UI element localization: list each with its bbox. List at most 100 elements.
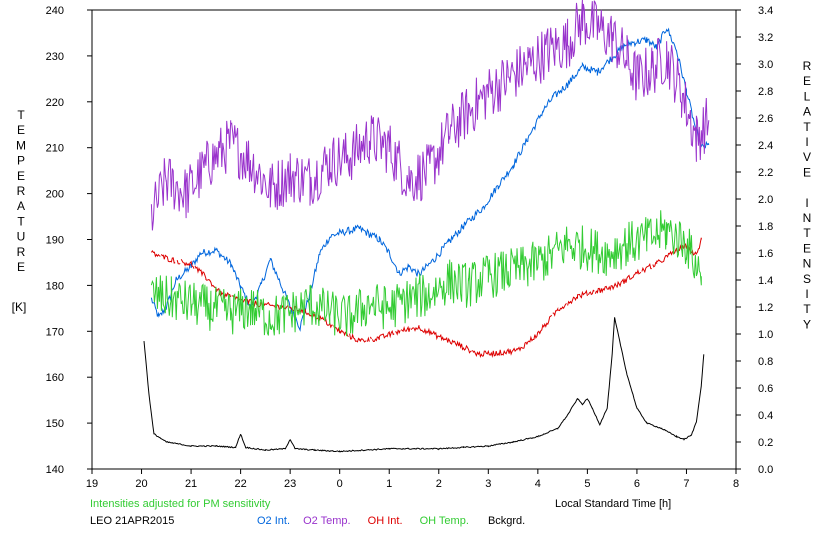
legend-oh-temp: OH Temp.	[419, 515, 469, 527]
legend-o2-int: O2 Int.	[257, 515, 291, 527]
legend-background: Bckgrd.	[487, 515, 526, 527]
axis-labels: 19 20 21 22 23 0 1 2 3 4 5 6 7 8140150160170180190200…	[12, 5, 812, 490]
station-name: LEO	[90, 515, 113, 527]
sensitivity-note: Intensities adjusted for PM sensitivity	[90, 498, 271, 510]
series-oh-int	[180, 259, 195, 269]
series-oh-int	[170, 257, 176, 264]
right-axis-letter: Y	[803, 317, 811, 331]
right-axis-letter: I	[805, 135, 808, 149]
series-o2-int	[150, 27, 710, 332]
series-oh-int	[587, 289, 595, 296]
series-oh-int	[160, 254, 172, 263]
right-tick-label: 0.2	[758, 437, 773, 449]
left-tick-label: 140	[46, 464, 64, 476]
x-tick-label: 20	[135, 478, 147, 490]
right-tick-label: 2.6	[758, 113, 773, 125]
station-date: LEO 21APR2015	[90, 515, 174, 527]
left-axis-letter: E	[17, 123, 25, 137]
x-tick-label: 3	[485, 478, 491, 490]
series-oh-int	[303, 308, 325, 321]
series-o2-temp	[150, 0, 710, 231]
series-oh-int	[150, 249, 161, 258]
left-tick-label: 160	[46, 372, 64, 384]
right-tick-label: 0.6	[758, 383, 773, 395]
legend-o2-temp: O2 Temp.	[303, 515, 351, 527]
left-axis-letter: E	[17, 260, 25, 274]
series-oh-int	[641, 263, 652, 274]
axes	[87, 9, 741, 474]
left-tick-label: 190	[46, 235, 64, 247]
left-axis-letter: R	[17, 184, 26, 198]
x-tick-label: 23	[284, 478, 296, 490]
right-tick-label: 2.0	[758, 194, 773, 206]
x-tick-label: 7	[683, 478, 689, 490]
series-oh-int	[567, 289, 588, 306]
x-axis-label: Local Standard Time [h]	[555, 498, 672, 510]
right-axis-letter: T	[803, 302, 811, 316]
series-oh-temp	[150, 210, 702, 337]
x-tick-label: 0	[337, 478, 343, 490]
series-oh-int	[366, 336, 370, 342]
right-tick-label: 0.8	[758, 356, 773, 368]
x-tick-label: 2	[436, 478, 442, 490]
left-axis-letter: M	[16, 138, 26, 152]
right-axis-letter: V	[803, 150, 811, 164]
legend: O2 Int. O2 Temp. OH Int. OH Temp. Bckgrd…	[257, 515, 525, 527]
left-tick-label: 220	[46, 97, 64, 109]
right-tick-label: 0.0	[758, 464, 773, 476]
right-axis-letter: N	[803, 211, 812, 225]
x-tick-label: 4	[535, 478, 541, 490]
series-oh-int	[683, 237, 702, 256]
series-oh-int	[552, 303, 567, 317]
left-axis-letter: T	[17, 214, 25, 228]
series-oh-int	[594, 268, 642, 294]
x-tick-label: 22	[234, 478, 246, 490]
legend-oh-int: OH Int.	[367, 515, 403, 527]
right-axis-letter: I	[805, 196, 808, 210]
x-tick-label: 1	[386, 478, 392, 490]
right-tick-label: 3.2	[758, 32, 773, 44]
right-axis-letter: T	[803, 226, 811, 240]
left-axis-letter: R	[17, 245, 26, 259]
left-tick-label: 200	[46, 189, 64, 201]
left-tick-label: 150	[46, 418, 64, 430]
x-tick-label: 5	[584, 478, 590, 490]
right-tick-label: 1.8	[758, 221, 773, 233]
left-axis-letter: A	[17, 199, 25, 213]
right-tick-label: 0.4	[758, 410, 773, 422]
left-axis-letter: P	[17, 154, 25, 168]
series-oh-int	[369, 336, 372, 340]
right-axis-letter: S	[803, 272, 811, 286]
right-tick-label: 1.4	[758, 275, 773, 287]
series-oh-int	[324, 317, 333, 329]
right-tick-label: 2.8	[758, 86, 773, 98]
left-axis-unit: [K]	[12, 300, 27, 314]
right-tick-label: 1.2	[758, 302, 773, 314]
left-tick-label: 230	[46, 51, 64, 63]
right-axis-letter: I	[805, 287, 808, 301]
x-tick-label: 19	[86, 478, 98, 490]
left-tick-label: 180	[46, 280, 64, 292]
series-oh-int	[400, 325, 411, 333]
series-oh-int	[410, 325, 472, 354]
right-tick-label: 1.6	[758, 248, 773, 260]
x-tick-label: 6	[634, 478, 640, 490]
left-axis-letter: T	[17, 108, 25, 122]
right-tick-label: 2.4	[758, 140, 773, 152]
right-tick-label: 1.0	[758, 329, 773, 341]
left-tick-label: 240	[46, 5, 64, 17]
right-axis-letter: L	[804, 89, 811, 103]
x-tick-label: 21	[185, 478, 197, 490]
series-lines	[143, 0, 710, 453]
series-oh-int	[176, 259, 181, 265]
right-axis-letter: E	[803, 74, 811, 88]
series-bckgrd	[143, 317, 705, 453]
date-label: 21APR2015	[115, 515, 175, 527]
left-tick-label: 170	[46, 326, 64, 338]
series-oh-int	[349, 332, 367, 343]
right-axis-letter: T	[803, 120, 811, 134]
right-axis-letter: R	[803, 59, 812, 73]
right-tick-label: 3.0	[758, 59, 773, 71]
left-tick-label: 210	[46, 143, 64, 155]
